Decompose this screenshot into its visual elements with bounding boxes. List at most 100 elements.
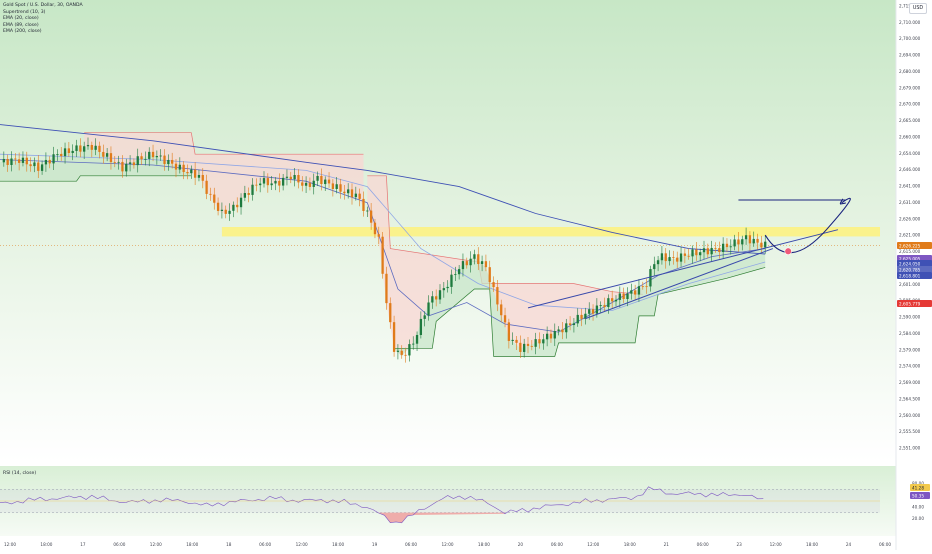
candle-body[interactable] [553,331,556,339]
candle-body[interactable] [354,193,357,198]
projection-arrow[interactable] [764,197,851,254]
candle-body[interactable] [461,261,465,270]
candle-body[interactable] [178,164,181,170]
candle-body[interactable] [389,303,392,323]
candle-body[interactable] [488,267,491,283]
candle-body[interactable] [748,235,752,244]
candle-body[interactable] [285,176,289,178]
candle-body[interactable] [442,288,445,291]
candle-body[interactable] [121,161,124,172]
candle-body[interactable] [251,184,254,195]
candle-body[interactable] [21,157,25,163]
candle-body[interactable] [473,254,476,259]
candle-body[interactable] [519,342,522,352]
candle-body[interactable] [182,164,185,173]
candle-body[interactable] [308,182,312,187]
candle-body[interactable] [653,264,656,270]
candle-body[interactable] [760,242,763,248]
candle-body[interactable] [213,194,216,203]
candle-body[interactable] [132,162,136,166]
candle-body[interactable] [224,209,227,214]
currency-button[interactable]: USD [909,3,927,14]
candle-body[interactable] [381,236,384,274]
candle-body[interactable] [423,315,426,319]
candle-body[interactable] [63,148,67,157]
candle-body[interactable] [737,239,740,245]
candle-body[interactable] [721,243,725,252]
candle-body[interactable] [396,350,400,352]
candle-body[interactable] [710,247,713,255]
candle-body[interactable] [446,286,449,289]
candle-body[interactable] [190,169,193,174]
candle-body[interactable] [641,286,644,288]
candle-body[interactable] [622,293,625,299]
supertrend-line-0[interactable] [0,175,192,182]
candle-body[interactable] [205,180,208,194]
indicator-ema20-label[interactable]: EMA (20, close) [3,16,39,22]
candle-body[interactable] [140,156,143,160]
candle-body[interactable] [496,287,499,305]
candle-body[interactable] [350,189,354,198]
candle-body[interactable] [98,145,101,152]
candle-body[interactable] [568,323,572,326]
candle-body[interactable] [500,304,503,316]
candle-body[interactable] [155,156,159,158]
candle-body[interactable] [714,247,717,249]
candle-body[interactable] [144,158,147,160]
projection-marker[interactable] [784,247,792,255]
candle-body[interactable] [741,239,744,245]
candle-body[interactable] [239,197,243,208]
candle-body[interactable] [668,257,671,262]
candle-body[interactable] [545,333,549,340]
candle-body[interactable] [266,178,269,186]
candle-body[interactable] [83,146,86,152]
candle-body[interactable] [764,241,767,248]
candle-body[interactable] [232,204,235,211]
candle-body[interactable] [385,273,388,304]
candle-body[interactable] [542,339,545,344]
candle-body[interactable] [327,179,331,184]
candle-body[interactable] [465,261,468,266]
candle-body[interactable] [220,209,224,211]
candle-body[interactable] [262,178,266,184]
candle-body[interactable] [404,354,407,356]
candle-body[interactable] [630,290,633,294]
candle-body[interactable] [412,343,415,345]
candle-body[interactable] [75,145,78,151]
candle-body[interactable] [392,322,396,352]
ema-200-line[interactable] [0,124,766,255]
candle-body[interactable] [530,345,533,347]
candle-body[interactable] [331,183,335,189]
candle-body[interactable] [373,222,377,235]
candle-body[interactable] [588,309,591,314]
candle-body[interactable] [197,174,201,178]
candle-body[interactable] [369,210,373,223]
candle-body[interactable] [109,153,113,163]
candle-body[interactable] [687,255,690,257]
candle-body[interactable] [733,239,736,247]
candle-body[interactable] [148,151,151,159]
candle-body[interactable] [377,234,380,237]
candle-body[interactable] [52,154,55,164]
candle-body[interactable] [102,151,105,157]
candle-body[interactable] [167,159,170,165]
candle-body[interactable] [695,249,698,256]
candle-body[interactable] [557,329,560,332]
candle-body[interactable] [676,257,679,262]
candle-body[interactable] [538,339,541,344]
candle-body[interactable] [297,175,300,183]
candle-body[interactable] [691,249,694,257]
candle-body[interactable] [25,157,28,165]
candle-body[interactable] [293,175,296,180]
candle-body[interactable] [37,162,40,171]
candle-body[interactable] [40,164,44,171]
candle-body[interactable] [607,298,610,308]
candle-body[interactable] [515,339,518,343]
candle-body[interactable] [79,145,82,152]
candle-body[interactable] [469,258,472,266]
candle-body[interactable] [163,155,166,165]
candle-body[interactable] [457,269,461,275]
candle-body[interactable] [649,269,652,287]
candle-body[interactable] [656,260,660,265]
